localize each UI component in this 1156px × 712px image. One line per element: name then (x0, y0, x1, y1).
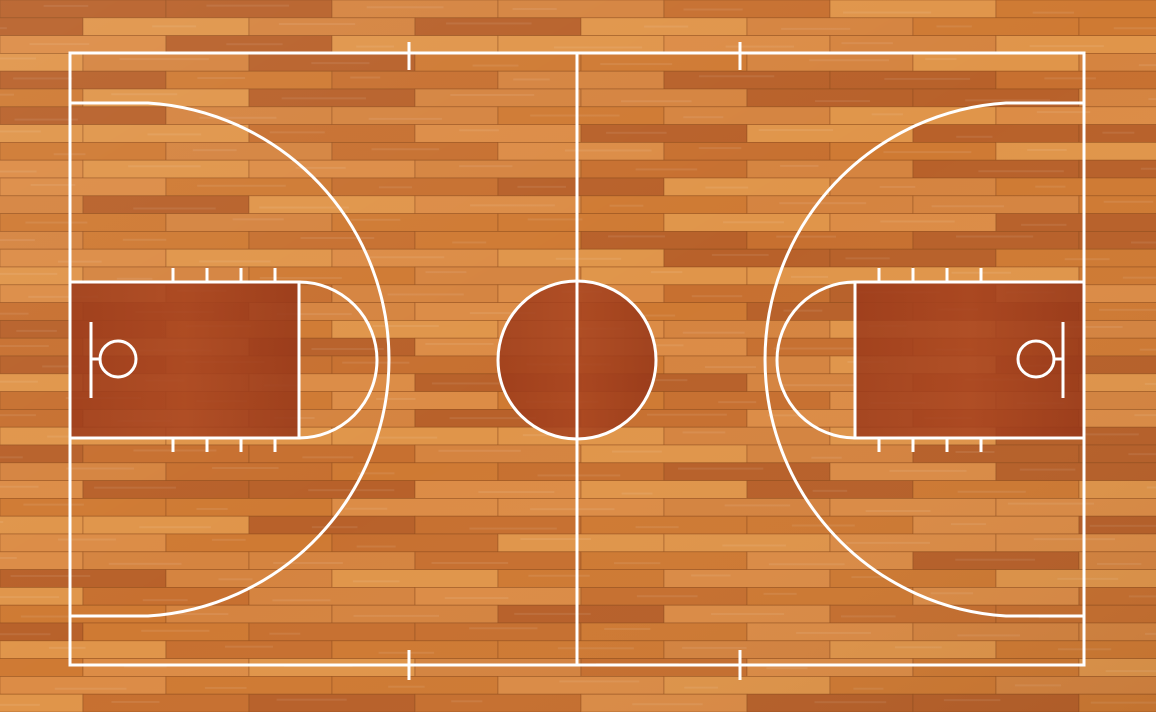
right-lane-marks (877, 268, 983, 452)
left-free-throw-arc (298, 280, 379, 440)
left-key-paint (70, 282, 299, 438)
left-lane-marks (171, 268, 277, 452)
right-three-point-line (763, 101, 1084, 618)
right-hoop-icon (1016, 322, 1065, 398)
court-lines (68, 42, 1086, 680)
center-circle (496, 279, 658, 441)
right-free-throw-arc (775, 280, 856, 440)
left-key-outline (68, 280, 301, 440)
left-hoop-icon (89, 322, 138, 398)
left-three-point-line (70, 101, 391, 618)
right-key-paint (855, 282, 1084, 438)
right-key-outline (853, 280, 1086, 440)
